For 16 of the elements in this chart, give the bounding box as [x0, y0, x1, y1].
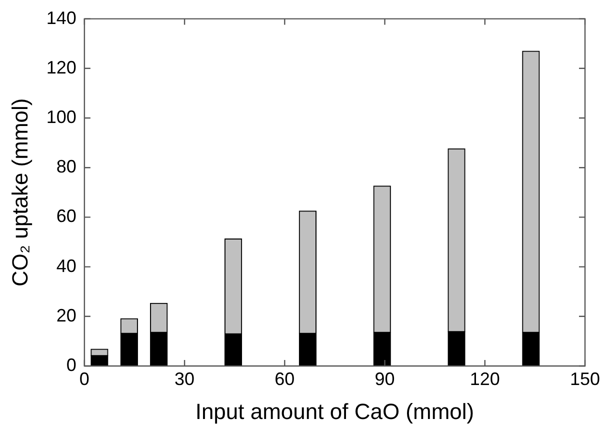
y-tick-label: 0 [66, 354, 76, 375]
y-tick-label: 140 [46, 8, 76, 28]
x-tick-label: 150 [570, 368, 600, 389]
x-axis-title: Input amount of CaO (mmol) [195, 398, 474, 424]
y-tick-label: 40 [56, 256, 76, 276]
y-tick-label: 100 [46, 106, 76, 127]
x-tick-label: 30 [174, 368, 195, 389]
x-tick-label: 120 [470, 368, 500, 389]
y-tick-label: 120 [46, 57, 76, 78]
y-tick-label: 20 [56, 305, 76, 326]
y-tick-label: 60 [56, 206, 76, 226]
x-tick-label: 60 [274, 368, 295, 389]
y-axis-title: CO₂ uptake (mmol) [7, 98, 32, 287]
y-tick-label: 80 [56, 156, 76, 177]
x-tick-label: 0 [79, 368, 90, 389]
x-tick-label: 90 [374, 368, 395, 389]
